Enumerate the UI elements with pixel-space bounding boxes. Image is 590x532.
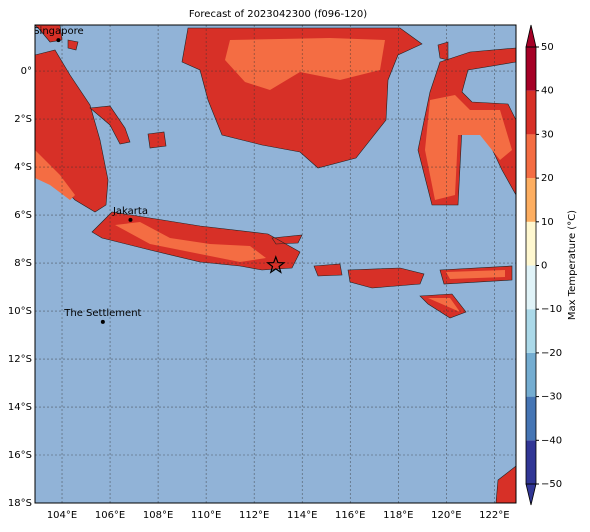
x-tick-label: 104°E [47, 510, 77, 521]
colorbar-tick-label: −50 [541, 479, 562, 490]
warm-borneo [225, 38, 385, 90]
y-tick-label: 4°S [14, 162, 32, 173]
y-tick-label: 12°S [8, 354, 32, 365]
colorbar-segment [526, 90, 536, 135]
colorbar-tick-label: 20 [541, 173, 554, 184]
colorbar-tick-label: 30 [541, 129, 554, 140]
warm-sulawesi [425, 95, 512, 200]
colorbar-label: Max Temperature (°C) [567, 210, 578, 320]
city-label: Jakarta [112, 206, 148, 217]
colorbar-segment [526, 221, 536, 266]
y-tick-label: 14°S [8, 402, 32, 413]
x-tick-label: 114°E [287, 510, 317, 521]
y-tick-label: 16°S [8, 450, 32, 461]
colorbar: −50 −40 −30 −20 −10 0 10 20 30 40 50 [525, 24, 562, 506]
city-dot [56, 38, 61, 43]
colorbar-tick-label: 0 [541, 261, 547, 272]
colorbar-tick-label: −40 [541, 435, 562, 446]
x-tick-label: 122°E [479, 510, 509, 521]
colorbar-segment [526, 47, 536, 91]
map-title: Forecast of 2023042300 (f096-120) [189, 9, 367, 20]
city-label: Singapore [33, 26, 83, 37]
map-frame [34, 24, 517, 504]
x-tick-label: 106°E [95, 510, 125, 521]
colorbar-extend-top [525, 24, 537, 48]
x-tick-label: 120°E [431, 510, 461, 521]
star-marker [266, 255, 286, 274]
colorbar-segment [526, 440, 536, 484]
map-area: Singapore Jakarta The Settlement [33, 25, 516, 503]
y-tick-label: 18°S [8, 498, 32, 509]
x-tick-label: 110°E [191, 510, 221, 521]
grid [35, 25, 516, 503]
colorbar-segment [526, 134, 536, 179]
x-tick-label: 118°E [383, 510, 413, 521]
colorbar-tick-label: −10 [541, 304, 562, 315]
colorbar-segment [526, 352, 536, 397]
warm-sunda [428, 270, 505, 312]
colorbar-tick-label: −30 [541, 392, 562, 403]
city-dot [128, 217, 133, 222]
y-tick-label: 0° [21, 66, 32, 77]
warm-sumatra [35, 150, 75, 200]
markers: Singapore Jakarta The Settlement [33, 26, 286, 324]
colorbar-tick-label: 50 [541, 42, 554, 53]
land-australia [495, 465, 516, 503]
colorbar-tick-label: 40 [541, 86, 554, 97]
colorbar-tick-label: −20 [541, 348, 562, 359]
colorbar-segment [526, 309, 536, 353]
city-dot [100, 319, 105, 324]
city-label: The Settlement [63, 308, 141, 319]
y-tick-label: 2°S [14, 114, 32, 125]
colorbar-segment [526, 178, 536, 222]
x-tick-label: 112°E [239, 510, 269, 521]
y-tick-label: 6°S [14, 210, 32, 221]
y-tick-label: 8°S [14, 258, 32, 269]
colorbar-tick-label: 10 [541, 217, 554, 228]
y-tick-label: 10°S [8, 306, 32, 317]
colorbar-segment [526, 396, 536, 441]
colorbar-extend-bottom [525, 483, 537, 506]
x-tick-label: 108°E [143, 510, 173, 521]
x-tick-label: 116°E [335, 510, 365, 521]
warm-java [115, 222, 266, 262]
colorbar-segment [526, 265, 536, 310]
